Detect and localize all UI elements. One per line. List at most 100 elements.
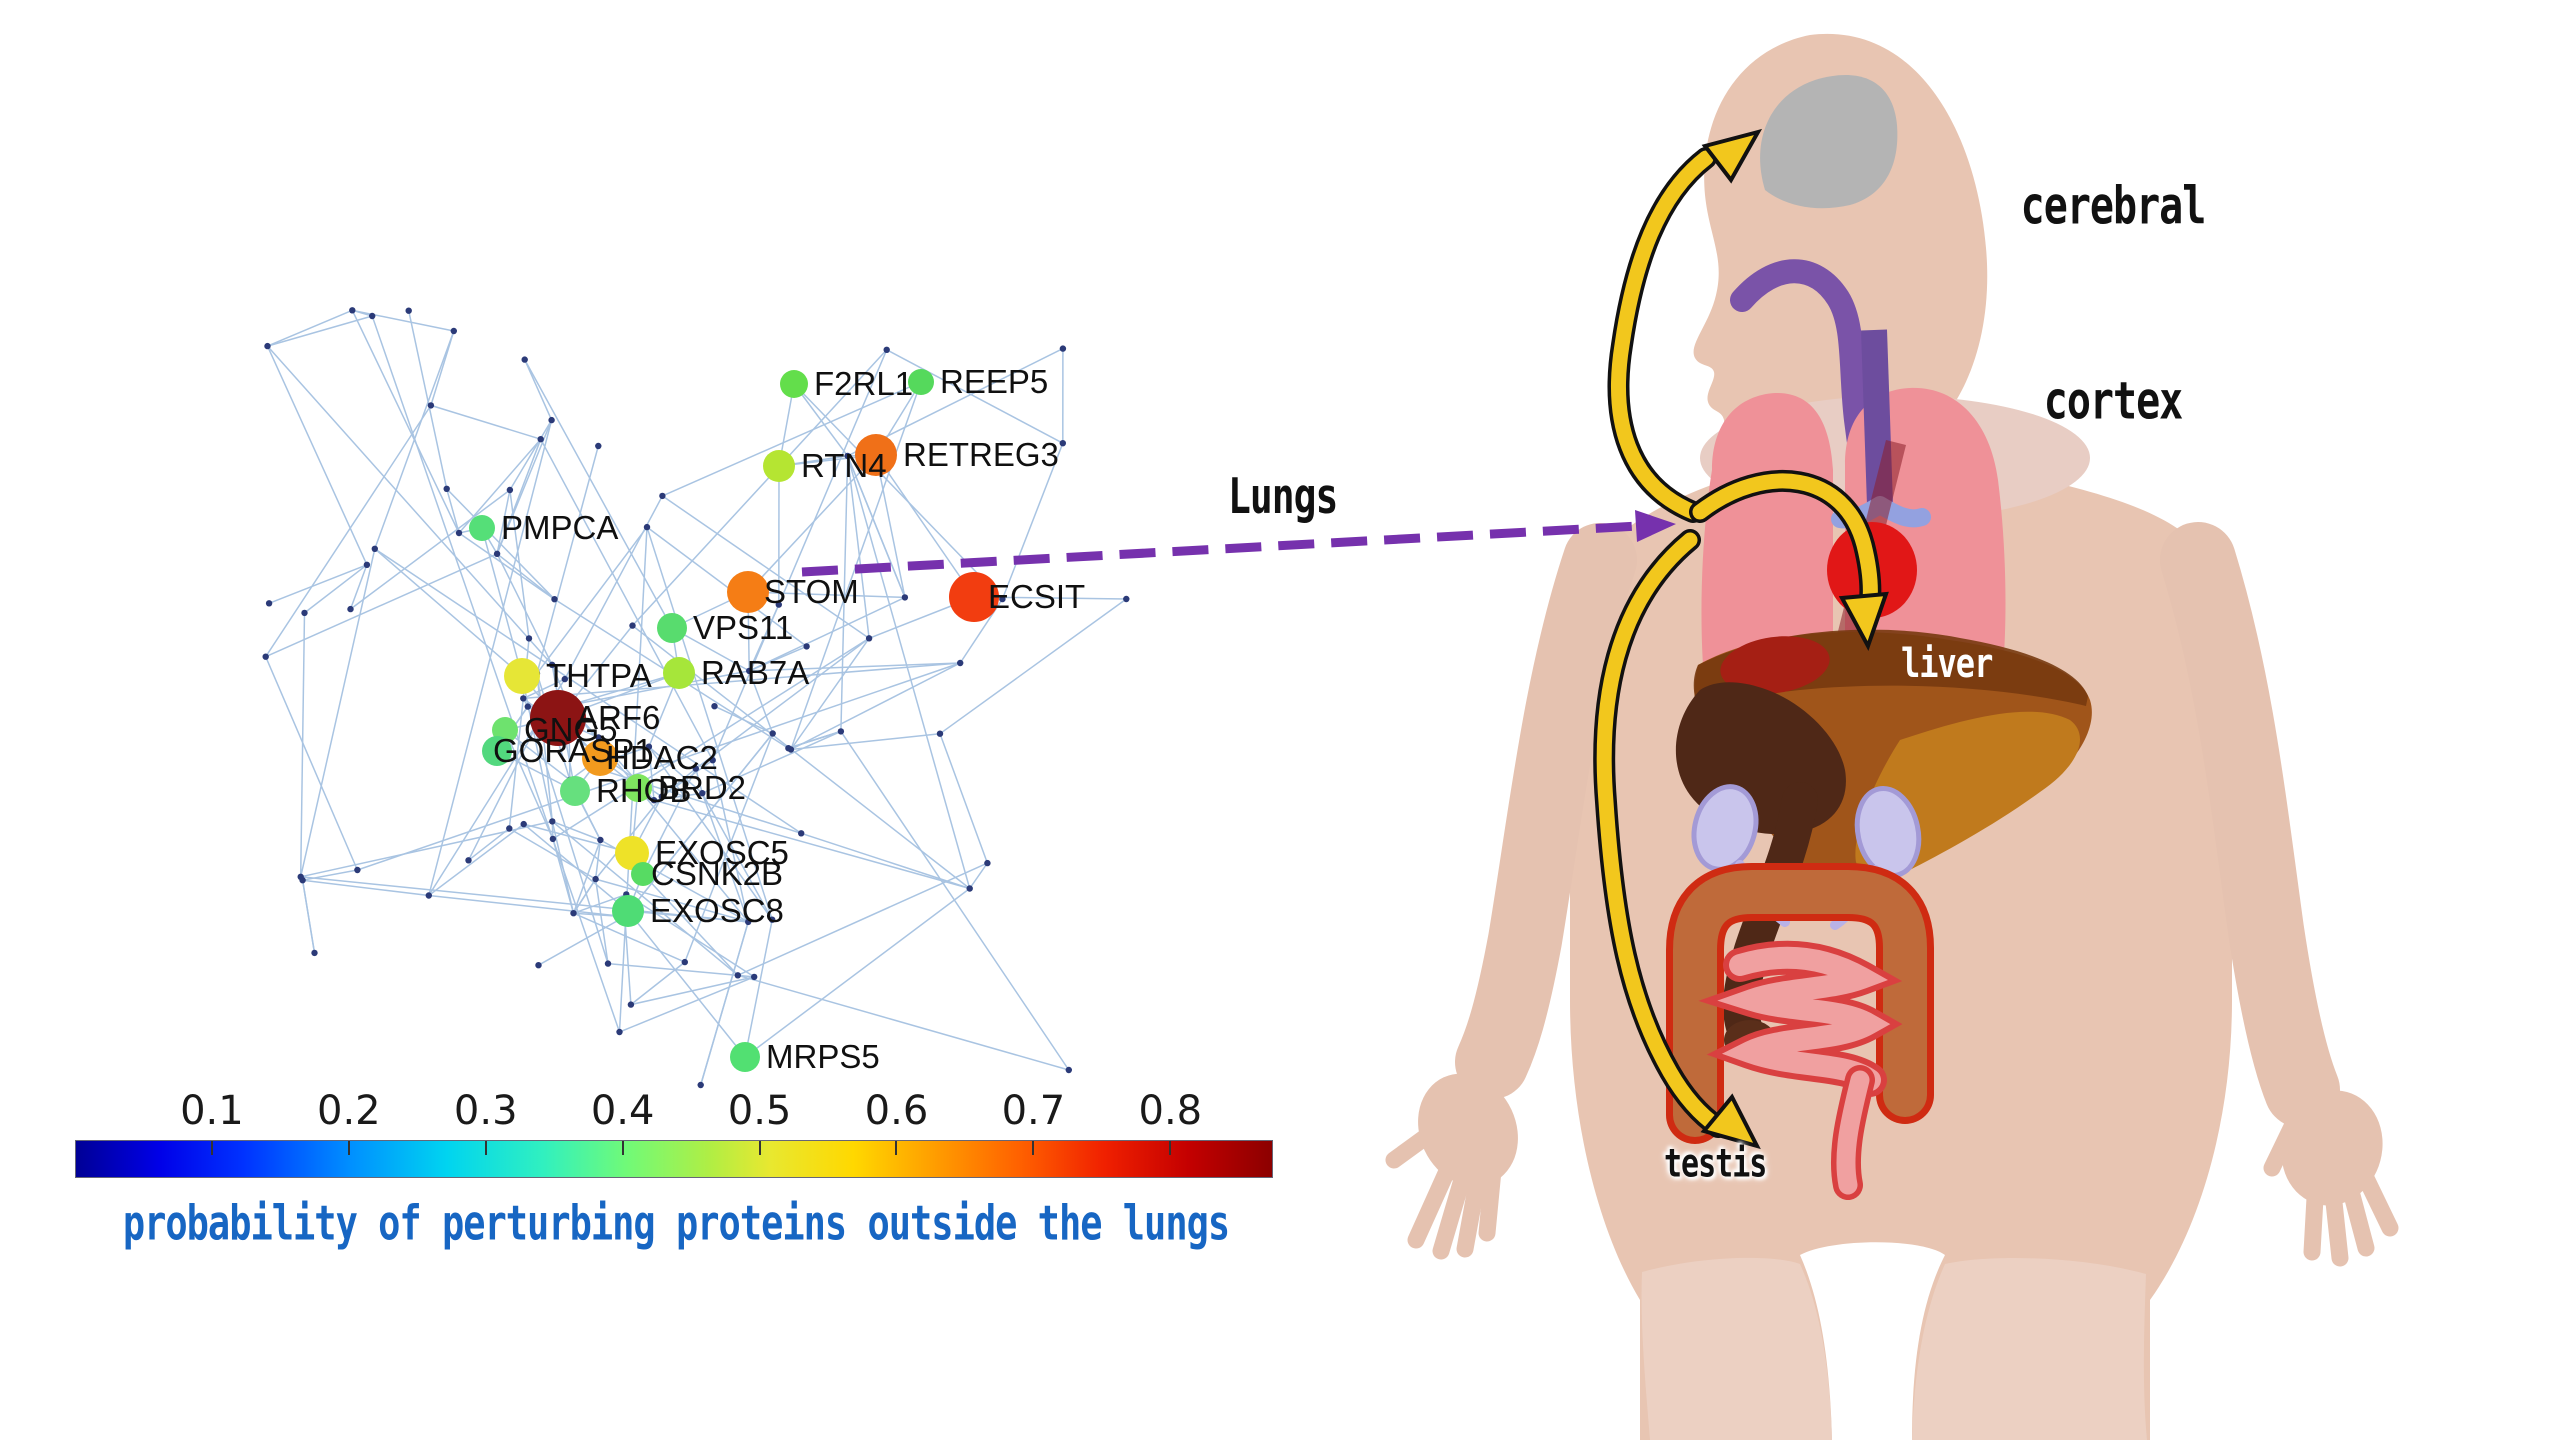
network-edge: [268, 564, 368, 604]
network-edge: [744, 887, 971, 1058]
network-edge: [642, 873, 739, 976]
colorbar-tick-label: 0.1: [180, 1088, 244, 1134]
network-minor-node: [692, 765, 699, 772]
network-minor-node: [746, 667, 753, 675]
network-edge: [349, 564, 368, 610]
protein-node-PMPCA: [469, 515, 495, 541]
protein-label: EXOSC5: [655, 834, 789, 871]
network-edge: [267, 315, 373, 347]
protein-node-RAB7A: [663, 657, 695, 689]
protein-node-ECSIT: [949, 572, 999, 622]
network-minor-node: [371, 545, 378, 552]
network-minor-node: [525, 635, 533, 642]
network-edge: [523, 823, 633, 854]
network-edge: [648, 746, 773, 921]
protein-label: HDAC2: [606, 739, 718, 776]
protein-node-labels: F2RL1 REEP5 RTN4 RETREG3 PMPCA STOM ECSIT VPS11…: [493, 363, 1085, 1075]
network-edge: [790, 637, 870, 750]
protein-label: RHOB: [596, 772, 691, 809]
spleen-blob: [1720, 636, 1830, 694]
network-minor-node: [455, 529, 463, 537]
network-edge: [508, 698, 525, 829]
network-minor-node: [548, 661, 556, 668]
network-minor-node: [520, 820, 527, 828]
network-minor-node: [616, 1028, 623, 1036]
network-minor-node: [521, 356, 528, 363]
testis-label: testis: [1664, 1141, 1767, 1187]
protein-node-EXOSC5: [615, 836, 649, 870]
body-left-arm: [1455, 523, 1637, 1099]
protein-label: ECSIT: [988, 578, 1085, 615]
colorbar-tick-label: 0.4: [590, 1088, 655, 1134]
network-minor-node: [709, 757, 716, 764]
network-minor-node: [697, 1081, 704, 1089]
network-edge: [430, 404, 541, 440]
network-edge: [523, 823, 629, 912]
colorbar-tick-mark: [347, 1141, 350, 1155]
colorbar-tick-mark: [895, 1141, 898, 1155]
protein-label: MRPS5: [766, 1038, 880, 1075]
network-edge: [467, 712, 544, 861]
protein-label: EXOSC8: [650, 892, 784, 929]
network-edge: [430, 330, 455, 406]
network-minor-node: [597, 836, 604, 844]
protein-node-MRPS5: [730, 1042, 760, 1072]
body-right-arm: [2160, 522, 2340, 1128]
network-edge: [747, 591, 905, 599]
network-edge: [886, 349, 1064, 444]
protein-node-STOM: [727, 571, 769, 613]
body-right-hand: [2263, 1090, 2399, 1267]
network-edge: [642, 768, 697, 875]
liver-label: liver: [1901, 639, 1993, 687]
network-edge: [748, 670, 774, 734]
colorbar-tick-mark: [1169, 1141, 1172, 1155]
network-minor-node: [425, 892, 432, 899]
human-body-diagram: [1385, 33, 2399, 1440]
network-minor-node: [570, 910, 577, 917]
protein-node-ARF6: [530, 690, 586, 746]
network-edge: [521, 675, 554, 822]
network-minor-node: [699, 790, 706, 797]
network-edge: [407, 310, 448, 489]
network-edge: [265, 553, 498, 658]
network-edge: [267, 309, 353, 347]
network-minor-node: [520, 695, 527, 702]
network-edge: [744, 919, 773, 1058]
network-minor-node: [548, 416, 555, 424]
network-minor-node: [999, 595, 1006, 603]
network-edge: [607, 962, 755, 978]
network-edge: [627, 910, 749, 923]
network-minor-node: [711, 703, 718, 710]
network-edge: [536, 526, 648, 674]
protein-label: RTN4: [801, 447, 887, 484]
network-edge: [648, 746, 655, 801]
network-minor-node: [450, 327, 457, 335]
network-edge: [540, 438, 714, 761]
arrow-to-testis: [1593, 529, 1761, 1150]
protein-node-F2RL1: [780, 370, 808, 398]
protein-label: VPS11: [693, 609, 793, 646]
network-edge: [939, 598, 1127, 735]
network-edge: [350, 489, 511, 610]
network-edge: [648, 746, 703, 794]
network-edge: [701, 792, 773, 921]
network-minor-node: [347, 605, 354, 613]
protein-node-VPS11: [657, 613, 687, 643]
network-minor-node: [769, 916, 776, 923]
network-minor-node: [604, 960, 612, 967]
network-minor-node: [427, 402, 435, 409]
colorbar-tick-mark: [210, 1141, 213, 1155]
network-edge: [748, 596, 906, 672]
network-minor-node: [465, 857, 472, 864]
network-edge: [846, 455, 870, 639]
network-minor-node: [681, 958, 688, 966]
network-edge: [973, 596, 1127, 600]
network-edge: [1001, 442, 1064, 600]
network-edge: [299, 612, 306, 877]
network-minor-node: [643, 523, 651, 531]
network-edge: [684, 733, 774, 963]
network-edge: [371, 315, 621, 1033]
network-edge: [661, 759, 714, 798]
